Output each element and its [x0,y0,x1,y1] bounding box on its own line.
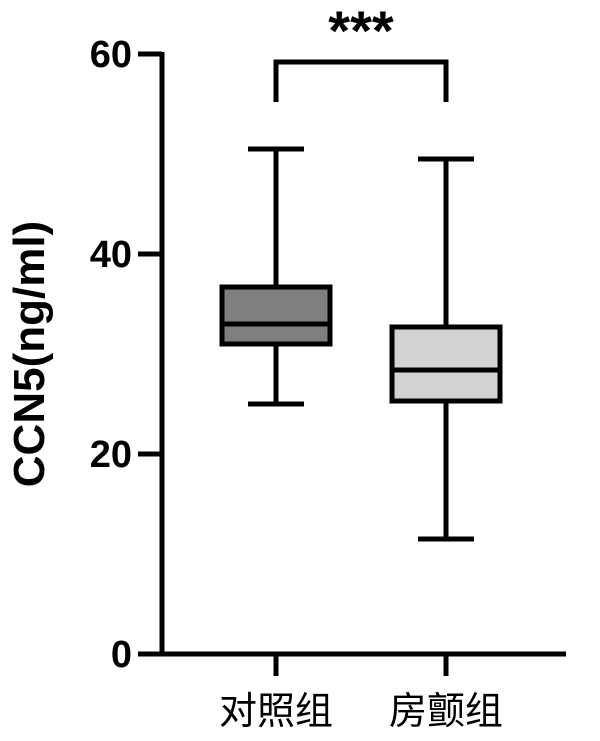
boxes [219,146,503,542]
y-tick-label-40: 40 [90,234,132,276]
box-2 [389,156,503,542]
x-tick-label-2: 房颤组 [389,689,503,733]
x-tick-label-1: 对照组 [219,689,333,733]
box-1 [219,146,333,407]
significance-bracket [273,59,449,102]
axes: 0 20 40 60 对照组 房颤组 [90,34,566,733]
y-tick-label-0: 0 [111,634,132,676]
y-axis-title: CCN5(ng/ml) [5,221,54,487]
significance-label: *** [328,0,394,62]
iqr-box-1 [219,284,333,347]
significance-annotation: *** [273,0,449,102]
y-tick-label-20: 20 [90,434,132,476]
iqr-box-2 [389,324,503,404]
y-tick-label-60: 60 [90,34,132,76]
